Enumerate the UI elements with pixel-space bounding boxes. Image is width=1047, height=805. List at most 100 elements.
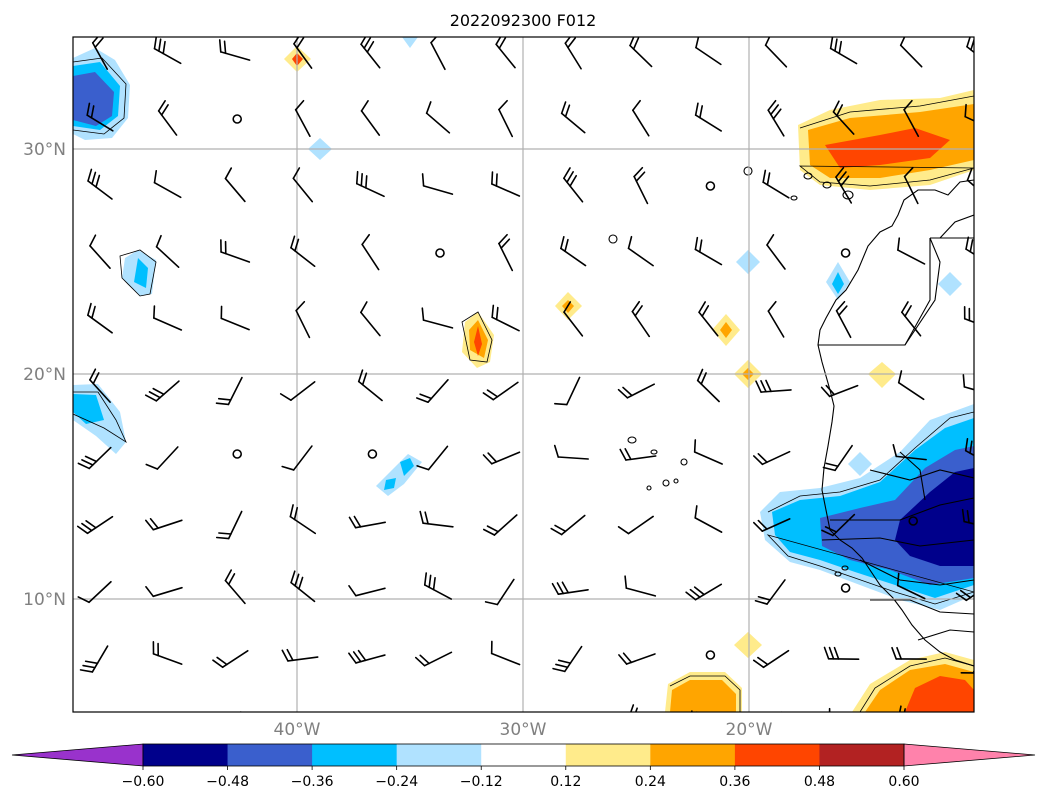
wind-barb	[279, 381, 316, 401]
wind-barb	[754, 579, 786, 605]
colorbar-label: −0.36	[291, 774, 334, 790]
wind-barb	[360, 37, 381, 69]
wind-barb	[832, 100, 855, 135]
wind-barb	[624, 575, 657, 597]
wind-barb	[693, 439, 723, 465]
wind-barb	[897, 237, 926, 265]
wind-barb	[421, 307, 454, 329]
wind-barb	[564, 37, 582, 70]
wind-barb	[281, 648, 319, 662]
wind-barb	[618, 652, 656, 665]
colorbar-label: −0.24	[375, 774, 418, 790]
wind-barb-calm	[232, 449, 242, 459]
wind-barb	[960, 668, 974, 674]
wind-barb-calm	[232, 114, 242, 124]
wind-barb	[425, 101, 451, 134]
wind-barb	[89, 368, 111, 403]
wind-barb	[491, 304, 520, 332]
wind-barb	[552, 645, 583, 673]
wind-barb	[292, 167, 314, 203]
wind-barb	[215, 376, 243, 406]
wind-barb	[964, 103, 974, 122]
wind-barb	[153, 305, 183, 331]
wind-barb	[755, 379, 792, 393]
lon-label-30w: 30°W	[500, 720, 547, 740]
wind-barb-calm	[840, 583, 851, 593]
colorbar-cell	[565, 744, 651, 766]
colorbar-label: 0.36	[719, 774, 750, 790]
colorbar-label: −0.48	[206, 774, 249, 790]
filled-contours	[73, 37, 974, 712]
wind-barb	[361, 233, 380, 271]
colorbar-cell	[227, 744, 313, 766]
wind-barb	[419, 713, 445, 739]
contour-band-ne	[798, 90, 974, 190]
colorbar-cell	[734, 744, 820, 766]
wind-barb	[685, 583, 723, 601]
wind-barb	[293, 37, 313, 69]
wind-barb	[820, 384, 859, 398]
wind-barb	[828, 707, 831, 712]
wind-barb	[631, 300, 651, 338]
wind-barb	[289, 504, 317, 535]
colorbar-cell	[143, 744, 229, 766]
wind-barb	[145, 518, 183, 531]
lon-label-20w: 20°W	[726, 720, 773, 740]
lon-label-40w: 40°W	[274, 720, 321, 740]
wind-barb	[215, 510, 243, 540]
wind-barb	[897, 370, 925, 401]
lat-label-20n: 20°N	[23, 365, 66, 385]
wind-barbs	[76, 37, 994, 739]
wind-barb	[79, 717, 115, 728]
wind-barb	[753, 450, 791, 466]
wind-barb	[563, 167, 584, 203]
wind-barb	[240, 711, 242, 712]
wind-barb	[691, 710, 698, 712]
wind-barb	[491, 171, 521, 197]
wind-barb	[553, 444, 589, 460]
wind-barb	[962, 374, 974, 391]
wind-barb	[498, 99, 514, 138]
wind-barb	[896, 572, 926, 600]
wind-barb-calm	[705, 650, 716, 660]
wind-barb	[357, 369, 383, 402]
wind-barb	[554, 376, 581, 406]
colorbar-cell	[819, 744, 905, 766]
wind-barb	[695, 37, 722, 66]
wind-barb	[694, 102, 722, 132]
wind-barb	[419, 510, 454, 528]
wind-barb	[89, 234, 111, 269]
wind-barb	[145, 446, 179, 470]
wind-barb	[619, 447, 657, 461]
wind-barb	[958, 719, 994, 729]
wind-barb	[961, 508, 974, 525]
wind-barb	[290, 570, 316, 603]
wind-barb	[694, 505, 723, 533]
wind-barb	[79, 645, 109, 673]
islands	[608, 166, 854, 577]
wind-barb	[696, 368, 720, 403]
wind-barb	[892, 443, 927, 461]
wind-barb	[490, 640, 521, 666]
wind-barb	[152, 641, 183, 665]
wind-barb	[348, 515, 386, 529]
wind-barb	[617, 515, 654, 535]
wind-barb	[87, 168, 113, 200]
wind-barb	[766, 234, 786, 270]
wind-barb	[155, 234, 180, 268]
wind-barb	[218, 39, 251, 61]
wind-barb	[430, 37, 446, 71]
colorbar-label: −0.12	[460, 774, 503, 790]
wind-barb	[87, 302, 113, 334]
wind-barb	[899, 37, 923, 68]
contour-spot-g	[736, 250, 760, 274]
wind-barb	[891, 646, 927, 660]
wind-barb	[632, 99, 650, 137]
wind-barb	[224, 569, 246, 605]
wind-barb	[965, 236, 974, 255]
colorbar-cell	[396, 744, 482, 766]
contour-blob-nw	[73, 48, 130, 140]
wind-barb	[560, 101, 586, 134]
wind-barb	[144, 380, 180, 402]
wind-barb	[563, 301, 584, 337]
